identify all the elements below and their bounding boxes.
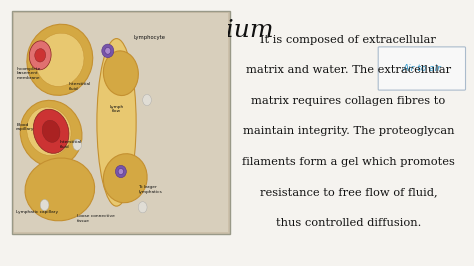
- Text: Lymphatic capillary: Lymphatic capillary: [16, 210, 58, 214]
- Text: Incomplete
basement
membrane: Incomplete basement membrane: [16, 66, 41, 80]
- Ellipse shape: [103, 154, 147, 203]
- Text: Lymphocyte: Lymphocyte: [134, 35, 166, 40]
- Text: matrix requires collagen fibres to: matrix requires collagen fibres to: [251, 96, 446, 106]
- Ellipse shape: [35, 49, 46, 62]
- Ellipse shape: [40, 200, 49, 211]
- Text: Loose connective
tissue: Loose connective tissue: [77, 214, 115, 223]
- Ellipse shape: [33, 109, 69, 153]
- Ellipse shape: [29, 41, 51, 70]
- Text: interstitium: interstitium: [124, 19, 274, 41]
- Text: It is composed of extracellular: It is composed of extracellular: [260, 35, 437, 45]
- Ellipse shape: [73, 139, 82, 150]
- Text: Lymph
flow: Lymph flow: [109, 105, 124, 113]
- Ellipse shape: [25, 158, 95, 221]
- FancyBboxPatch shape: [378, 47, 465, 90]
- Text: thus controlled diffusion.: thus controlled diffusion.: [276, 218, 421, 228]
- Ellipse shape: [138, 202, 147, 213]
- Text: matrix and water. The extracellular: matrix and water. The extracellular: [246, 65, 451, 75]
- Text: Interstitial
fluid: Interstitial fluid: [69, 82, 91, 91]
- Bar: [12, 11, 230, 234]
- Ellipse shape: [97, 39, 136, 206]
- Ellipse shape: [27, 107, 71, 156]
- Ellipse shape: [27, 24, 93, 95]
- Ellipse shape: [103, 51, 138, 95]
- Bar: [14, 13, 228, 232]
- Ellipse shape: [118, 168, 124, 174]
- Ellipse shape: [42, 120, 60, 142]
- Text: Blood
capillary: Blood capillary: [16, 123, 35, 131]
- Text: filaments form a gel which promotes: filaments form a gel which promotes: [242, 157, 455, 167]
- Ellipse shape: [102, 44, 114, 58]
- Ellipse shape: [143, 94, 151, 106]
- Text: To larger
lymphatics: To larger lymphatics: [138, 185, 162, 194]
- Text: resistance to free flow of fluid,: resistance to free flow of fluid,: [260, 188, 437, 198]
- Text: Interstitial
fluid: Interstitial fluid: [60, 140, 82, 149]
- Text: Air to air: Air to air: [402, 64, 441, 73]
- Ellipse shape: [105, 47, 111, 54]
- Ellipse shape: [36, 33, 84, 86]
- Ellipse shape: [20, 100, 82, 167]
- Text: maintain integrity. The proteoglycan: maintain integrity. The proteoglycan: [243, 126, 454, 136]
- Ellipse shape: [115, 165, 126, 178]
